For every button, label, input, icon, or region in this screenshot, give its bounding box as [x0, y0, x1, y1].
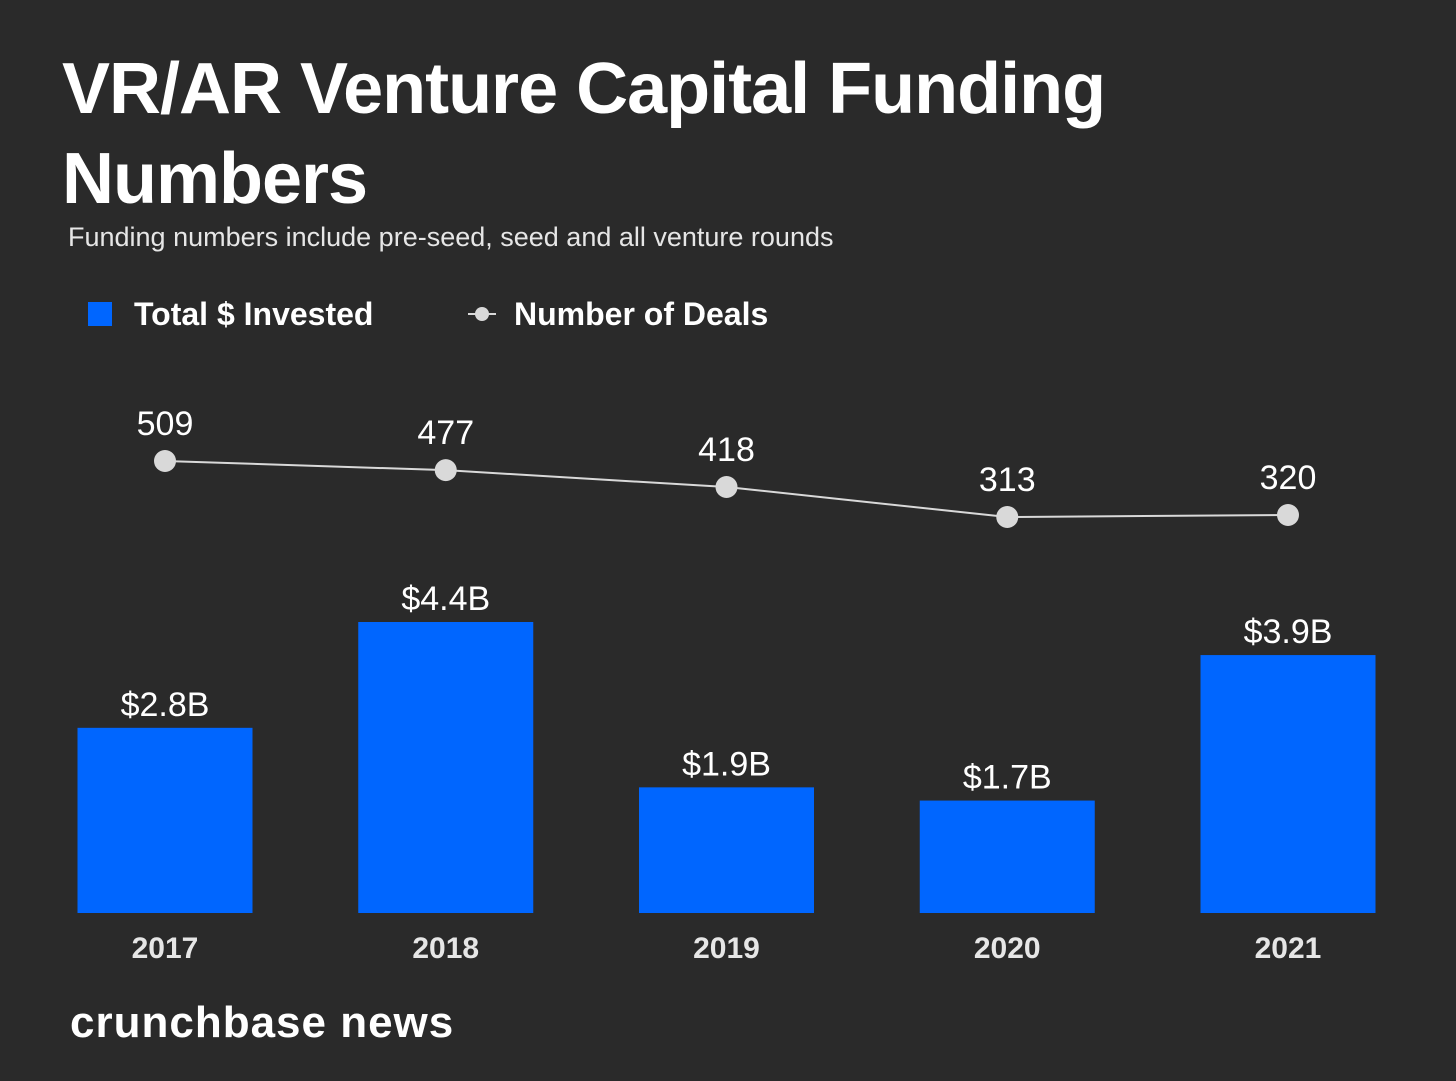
deals-value-label-2020: 313 [979, 461, 1036, 499]
bar-2018 [358, 622, 534, 913]
brand-logo-text: crunchbase news [70, 998, 455, 1047]
x-tick-label-2018: 2018 [412, 932, 479, 965]
x-tick-label-2021: 2021 [1255, 932, 1322, 965]
bar-value-label-2019: $1.9B [682, 745, 771, 783]
legend-label-number-of-deals: Number of Deals [514, 295, 769, 332]
deals-point-2017 [154, 450, 176, 472]
bar-value-label-2020: $1.7B [963, 759, 1052, 797]
bar-2020 [919, 800, 1095, 913]
deals-value-label-2018: 477 [417, 414, 474, 452]
deals-value-label-2021: 320 [1260, 459, 1317, 497]
deals-point-2019 [715, 476, 738, 498]
legend: Total $ Invested Number of Deals [0, 292, 1000, 336]
bar-2017 [77, 727, 253, 913]
bar-value-label-2017: $2.8B [121, 686, 210, 724]
chart-subtitle: Funding numbers include pre-seed, seed a… [68, 222, 834, 252]
deals-value-label-2017: 509 [137, 405, 194, 443]
deals-value-label-2019: 418 [698, 431, 755, 469]
chart-title: VR/AR Venture Capital Funding Numbers [62, 49, 1106, 219]
deals-point-2020 [996, 506, 1019, 528]
deals-point-2021 [1277, 504, 1299, 526]
x-tick-label-2020: 2020 [974, 932, 1041, 965]
bar-value-label-2018: $4.4B [401, 580, 490, 618]
legend-label-total-invested: Total $ Invested [134, 295, 374, 332]
legend-item-total-invested: Total $ Invested [88, 292, 373, 336]
bar-2019 [639, 787, 814, 913]
x-tick-label-2017: 2017 [132, 932, 199, 965]
bar-value-label-2021: $3.9B [1244, 613, 1333, 651]
deals-point-2018 [434, 459, 457, 482]
legend-item-number-of-deals: Number of Deals [468, 292, 768, 336]
legend-swatch-bar [88, 302, 112, 326]
bar-2021 [1200, 655, 1376, 913]
x-tick-label-2019: 2019 [693, 932, 760, 965]
legend-swatch-line-marker [468, 307, 496, 321]
